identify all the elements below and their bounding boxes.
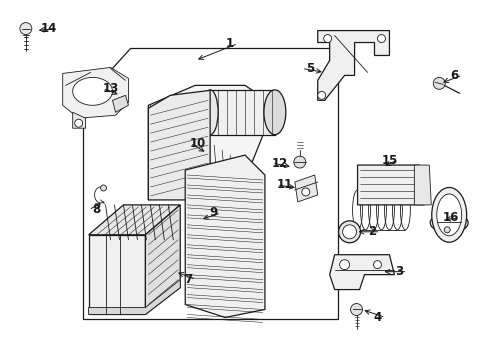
Polygon shape (113, 95, 128, 112)
Text: 9: 9 (209, 206, 217, 219)
Text: 3: 3 (395, 265, 403, 278)
Circle shape (343, 225, 357, 239)
Polygon shape (89, 205, 180, 235)
Circle shape (340, 260, 349, 270)
Text: 14: 14 (41, 22, 57, 35)
Ellipse shape (264, 90, 286, 135)
Text: 13: 13 (102, 82, 119, 95)
Circle shape (294, 156, 306, 168)
Circle shape (74, 119, 83, 127)
Ellipse shape (202, 90, 218, 135)
Polygon shape (415, 165, 431, 205)
Polygon shape (73, 112, 86, 128)
Circle shape (444, 227, 450, 233)
Circle shape (100, 185, 106, 191)
Text: 8: 8 (93, 203, 101, 216)
Ellipse shape (437, 194, 462, 236)
Text: 11: 11 (277, 179, 293, 192)
Text: 1: 1 (226, 37, 234, 50)
Text: 6: 6 (450, 69, 458, 82)
Polygon shape (148, 85, 275, 200)
Circle shape (20, 23, 32, 35)
Circle shape (318, 91, 326, 99)
Polygon shape (89, 280, 180, 315)
Polygon shape (63, 67, 128, 118)
Text: 10: 10 (190, 137, 206, 150)
Circle shape (350, 303, 363, 315)
Text: 16: 16 (443, 211, 460, 224)
Circle shape (339, 221, 361, 243)
Circle shape (302, 188, 310, 196)
Circle shape (373, 261, 382, 269)
Polygon shape (146, 205, 180, 315)
Polygon shape (358, 165, 424, 205)
Text: 15: 15 (381, 154, 397, 167)
Ellipse shape (432, 188, 466, 242)
Polygon shape (295, 175, 318, 202)
Polygon shape (185, 155, 265, 318)
Polygon shape (148, 90, 210, 200)
Circle shape (377, 35, 386, 42)
Text: 5: 5 (306, 62, 314, 75)
Polygon shape (210, 90, 275, 135)
Text: 7: 7 (184, 273, 192, 286)
Circle shape (433, 77, 445, 89)
Polygon shape (318, 31, 390, 100)
Circle shape (324, 35, 332, 42)
Text: 12: 12 (272, 157, 288, 170)
Polygon shape (89, 235, 146, 315)
Text: 4: 4 (373, 311, 382, 324)
Ellipse shape (73, 77, 113, 105)
Polygon shape (83, 48, 338, 319)
Text: 2: 2 (368, 225, 377, 238)
Polygon shape (330, 255, 394, 289)
